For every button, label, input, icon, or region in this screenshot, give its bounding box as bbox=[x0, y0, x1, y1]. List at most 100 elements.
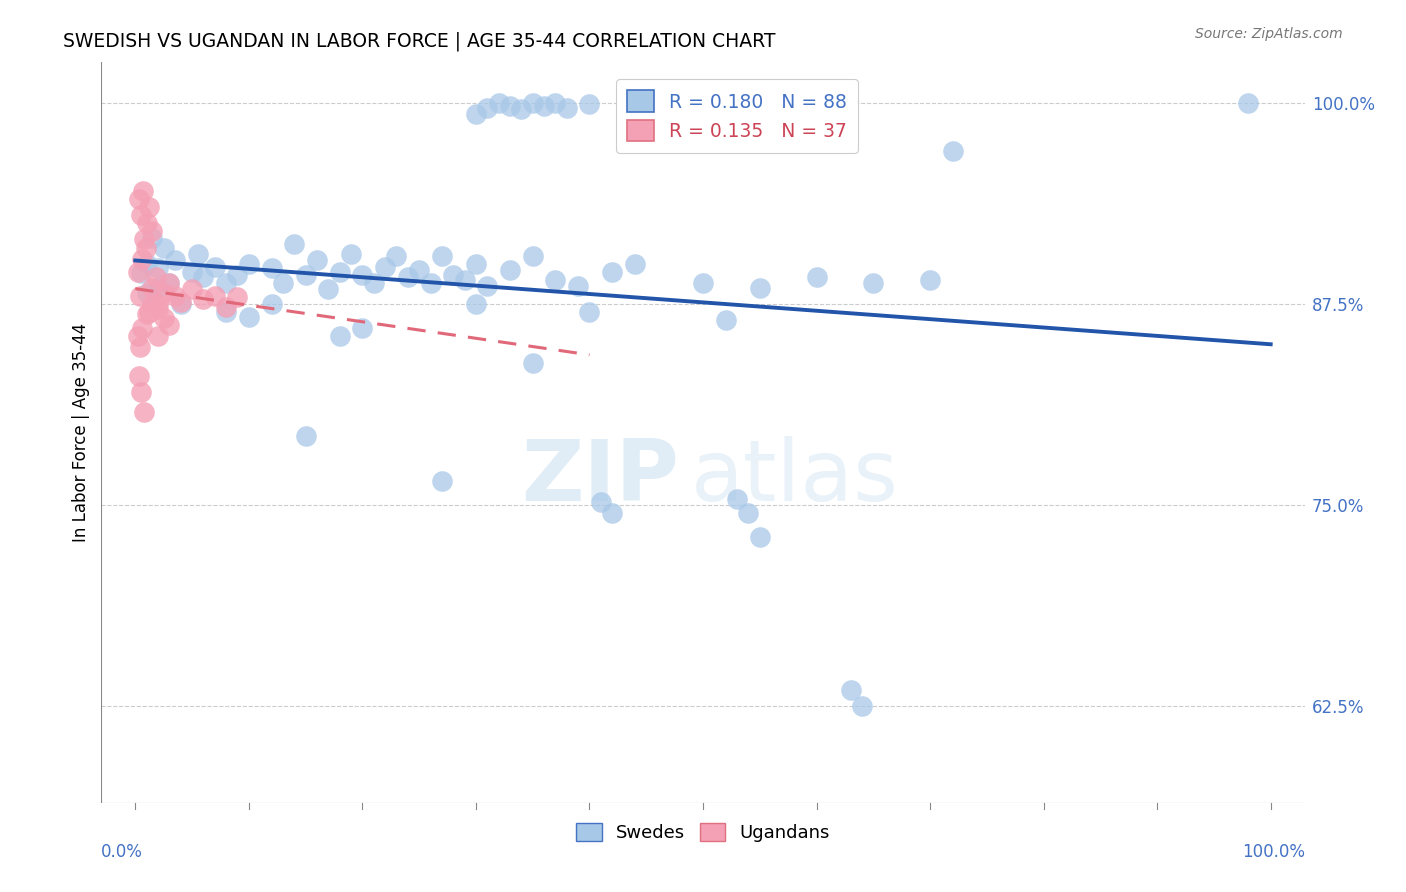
Legend: Swedes, Ugandans: Swedes, Ugandans bbox=[569, 815, 837, 849]
Point bbox=[128, 289, 150, 303]
Point bbox=[127, 265, 149, 279]
Text: 100.0%: 100.0% bbox=[1241, 843, 1305, 861]
Point bbox=[942, 144, 965, 158]
Point bbox=[499, 99, 522, 113]
Text: SWEDISH VS UGANDAN IN LABOR FORCE | AGE 35-44 CORRELATION CHART: SWEDISH VS UGANDAN IN LABOR FORCE | AGE … bbox=[63, 31, 776, 51]
Point bbox=[522, 356, 544, 370]
Point bbox=[318, 282, 340, 296]
Point bbox=[920, 273, 942, 287]
Point bbox=[430, 474, 453, 488]
Point bbox=[146, 281, 169, 295]
Point bbox=[737, 506, 759, 520]
Point bbox=[226, 290, 249, 304]
Point bbox=[522, 95, 544, 110]
Y-axis label: In Labor Force | Age 35-44: In Labor Force | Age 35-44 bbox=[72, 323, 90, 542]
Point bbox=[204, 289, 226, 303]
Point bbox=[145, 269, 167, 284]
Point bbox=[464, 257, 486, 271]
Point bbox=[499, 263, 522, 277]
Text: 0.0%: 0.0% bbox=[101, 843, 143, 861]
Point bbox=[692, 276, 714, 290]
Point bbox=[374, 260, 396, 274]
Point bbox=[714, 313, 737, 327]
Point bbox=[567, 279, 589, 293]
Point bbox=[134, 405, 156, 419]
Point bbox=[396, 269, 419, 284]
Point bbox=[132, 184, 155, 198]
Point bbox=[129, 385, 152, 400]
Point bbox=[464, 107, 486, 121]
Point bbox=[305, 253, 328, 268]
Point bbox=[163, 289, 186, 303]
Point bbox=[578, 305, 600, 319]
Point bbox=[352, 321, 374, 335]
Point bbox=[600, 265, 623, 279]
Point bbox=[181, 282, 204, 296]
Text: Source: ZipAtlas.com: Source: ZipAtlas.com bbox=[1195, 27, 1343, 41]
Point bbox=[215, 300, 238, 314]
Point bbox=[748, 281, 770, 295]
Point bbox=[862, 276, 884, 290]
Point bbox=[238, 310, 260, 324]
Point bbox=[340, 247, 363, 261]
Point bbox=[146, 297, 169, 311]
Point bbox=[385, 249, 408, 263]
Point bbox=[1237, 95, 1260, 110]
Point bbox=[725, 491, 748, 506]
Point bbox=[215, 276, 238, 290]
Point bbox=[477, 279, 499, 293]
Point bbox=[170, 297, 193, 311]
Text: atlas: atlas bbox=[690, 435, 898, 518]
Point bbox=[193, 269, 215, 284]
Point bbox=[806, 269, 828, 284]
Point bbox=[419, 276, 441, 290]
Point bbox=[748, 530, 770, 544]
Point bbox=[283, 237, 305, 252]
Point bbox=[134, 240, 156, 254]
Point bbox=[129, 208, 152, 222]
Point bbox=[170, 295, 193, 310]
Point bbox=[544, 273, 567, 287]
Point bbox=[187, 247, 209, 261]
Point bbox=[128, 192, 150, 206]
Point bbox=[260, 261, 283, 276]
Point bbox=[510, 102, 533, 116]
Point bbox=[135, 285, 157, 300]
Point bbox=[131, 252, 153, 266]
Point bbox=[181, 265, 204, 279]
Point bbox=[294, 268, 316, 282]
Point bbox=[146, 329, 169, 343]
Point bbox=[522, 249, 544, 263]
Point bbox=[226, 268, 249, 282]
Point bbox=[138, 200, 160, 214]
Point bbox=[441, 268, 464, 282]
Point bbox=[157, 318, 180, 332]
Point bbox=[477, 101, 499, 115]
Point bbox=[128, 369, 150, 384]
Point bbox=[329, 329, 352, 343]
Point bbox=[363, 276, 385, 290]
Point bbox=[152, 240, 174, 254]
Point bbox=[141, 224, 163, 238]
Point bbox=[329, 265, 352, 279]
Point bbox=[127, 329, 149, 343]
Point bbox=[152, 285, 174, 300]
Point bbox=[135, 216, 157, 230]
Point bbox=[141, 297, 163, 311]
Point bbox=[163, 253, 186, 268]
Point bbox=[578, 97, 600, 112]
Point bbox=[157, 276, 180, 290]
Point bbox=[135, 306, 157, 320]
Point bbox=[294, 429, 316, 443]
Point bbox=[488, 95, 510, 110]
Point bbox=[352, 268, 374, 282]
Point bbox=[839, 683, 862, 698]
Point bbox=[134, 232, 156, 246]
Point bbox=[589, 495, 612, 509]
Point bbox=[271, 276, 294, 290]
Point bbox=[131, 321, 153, 335]
Point bbox=[453, 273, 475, 287]
Point bbox=[238, 257, 260, 271]
Point bbox=[624, 257, 647, 271]
Point bbox=[152, 311, 174, 326]
